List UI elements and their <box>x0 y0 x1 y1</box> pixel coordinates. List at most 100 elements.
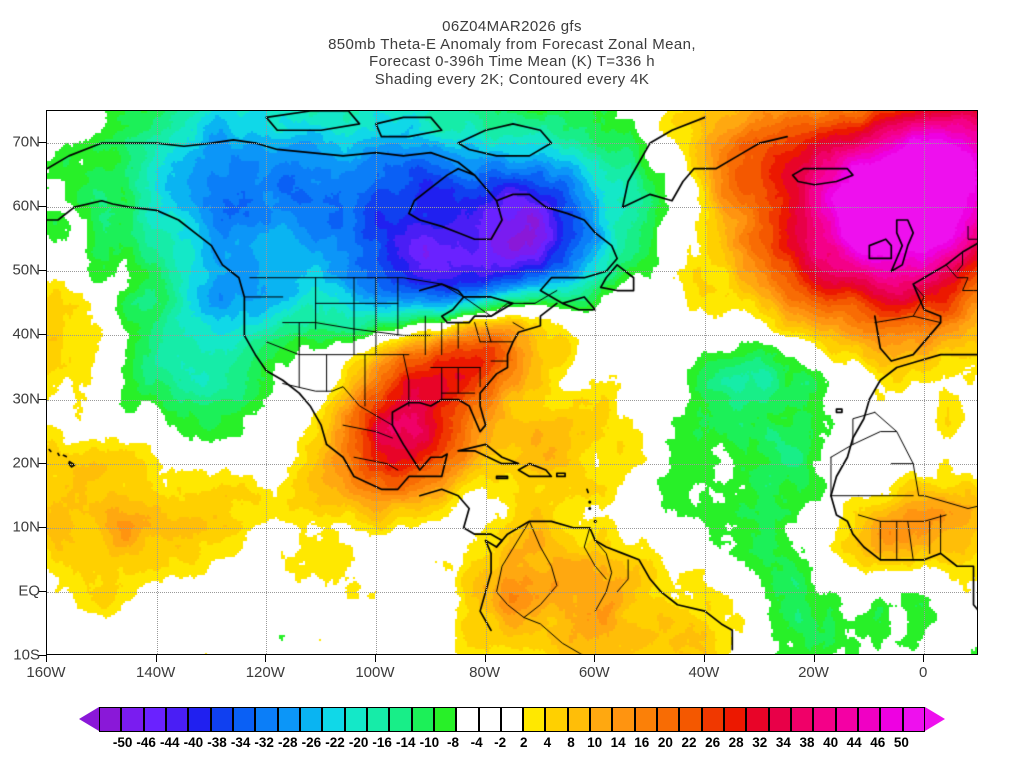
y-axis-label: 10N <box>12 518 40 536</box>
colorbar-swatch[interactable] <box>701 707 725 732</box>
anomaly-field-canvas <box>47 111 977 654</box>
colorbar-tick-label: -38 <box>207 735 227 750</box>
colorbar-swatch[interactable] <box>255 707 278 732</box>
y-axis-label: 10S <box>13 646 40 664</box>
colorbar-tick-label: -34 <box>230 735 251 750</box>
colorbar-swatch[interactable] <box>612 707 635 732</box>
colorbar-tick-label: 44 <box>846 735 862 750</box>
colorbar-swatch[interactable] <box>210 707 233 732</box>
x-axis-tick <box>813 655 815 662</box>
colorbar-swatch[interactable] <box>768 707 792 732</box>
colorbar-swatch[interactable] <box>590 707 613 732</box>
colorbar-tick-label: 32 <box>752 735 768 750</box>
colorbar-swatch[interactable] <box>634 707 658 732</box>
y-axis-label: EQ <box>18 582 40 600</box>
colorbar-tick-label: -8 <box>446 735 460 750</box>
x-axis-label: 140W <box>136 664 176 681</box>
colorbar-swatch[interactable] <box>344 707 367 732</box>
colorbar-swatch[interactable] <box>657 707 680 732</box>
colorbar-swatch[interactable] <box>902 707 925 732</box>
x-axis-label: 20W <box>798 664 829 681</box>
y-axis-tick <box>38 270 46 272</box>
colorbar-swatch[interactable] <box>567 707 591 732</box>
x-axis-label: 60W <box>578 664 610 681</box>
colorbar-tick-label: -28 <box>278 735 298 750</box>
x-axis-label: 100W <box>355 664 395 681</box>
colorbar-swatch[interactable] <box>858 707 881 732</box>
title-line-run: 06Z04MAR2026 gfs <box>442 18 582 35</box>
colorbar-swatch[interactable] <box>411 707 434 732</box>
title-line-field: 850mb Theta-E Anomaly from Forecast Zona… <box>328 35 696 53</box>
colorbar-tick-label: -4 <box>470 735 483 750</box>
colorbar-swatch[interactable] <box>880 707 903 732</box>
x-axis-label: 0 <box>919 664 928 681</box>
map-plot-area[interactable] <box>46 110 978 655</box>
colorbar-swatch[interactable] <box>322 707 345 732</box>
y-axis-tick <box>38 590 46 592</box>
x-axis-label: 80W <box>469 664 500 681</box>
y-axis-tick <box>38 655 46 656</box>
colorbar-swatch[interactable] <box>835 707 858 732</box>
colorbar-swatch[interactable] <box>545 707 568 732</box>
y-axis-tick <box>38 206 46 208</box>
colorbar-swatch[interactable] <box>389 707 412 732</box>
colorbar-swatch[interactable] <box>299 707 323 732</box>
colorbar-extend-low-arrow <box>79 707 99 731</box>
colorbar-swatch[interactable] <box>791 707 814 732</box>
colorbar-swatch[interactable] <box>500 707 524 732</box>
y-axis-tick <box>38 334 46 336</box>
x-axis-tick <box>46 655 47 662</box>
colorbar-tick-label: 46 <box>870 735 886 750</box>
colorbar-swatch[interactable] <box>277 707 300 732</box>
colorbar-swatch[interactable] <box>456 707 479 732</box>
x-axis-label: 120W <box>245 664 285 681</box>
colorbar-tick-label: -32 <box>254 735 274 750</box>
colorbar-swatch[interactable] <box>679 707 702 732</box>
colorbar-tick-label: -46 <box>136 735 156 750</box>
colorbar-tick-label: 16 <box>634 735 650 750</box>
colorbar-swatch[interactable] <box>813 707 836 732</box>
y-axis-label: 20N <box>12 454 40 472</box>
colorbar-swatch[interactable] <box>724 707 747 732</box>
x-axis-tick <box>923 655 925 662</box>
colorbar-swatch[interactable] <box>433 707 457 732</box>
colorbar-swatch[interactable] <box>121 707 144 732</box>
colorbar-swatch[interactable] <box>143 707 166 732</box>
colorbar-tick-label: 14 <box>610 735 626 750</box>
colorbar[interactable] <box>79 707 945 732</box>
colorbar-tick-label: -44 <box>160 735 180 750</box>
x-axis-tick <box>155 655 157 662</box>
colorbar-tick-label: -40 <box>183 735 204 750</box>
colorbar-tick-label: 50 <box>893 735 909 750</box>
x-axis-tick <box>484 655 486 662</box>
colorbar-swatch[interactable] <box>165 707 189 732</box>
colorbar-tick-label: 4 <box>543 735 552 750</box>
x-axis-tick <box>703 655 705 662</box>
colorbar-swatch[interactable] <box>188 707 211 732</box>
colorbar-tick-label: 20 <box>657 735 673 750</box>
colorbar-swatch[interactable] <box>478 707 501 732</box>
colorbar-swatch[interactable] <box>366 707 390 732</box>
colorbar-tick-label: -22 <box>325 735 345 750</box>
title-line-forecast: Forecast 0-396h Time Mean (K) T=336 h <box>369 53 655 70</box>
colorbar-tick-label: -10 <box>419 735 440 750</box>
colorbar-swatch[interactable] <box>746 707 769 732</box>
colorbar-swatch[interactable] <box>523 707 546 732</box>
colorbar-tick-label: 10 <box>587 735 603 750</box>
y-axis-label: 30N <box>12 390 40 408</box>
x-axis-tick <box>594 655 596 662</box>
colorbar-tick-label: 34 <box>775 735 791 750</box>
colorbar-tick-label: 8 <box>567 735 575 750</box>
x-axis-label: 160W <box>26 664 66 681</box>
colorbar-swatch[interactable] <box>232 707 256 732</box>
colorbar-extend-high-arrow <box>925 707 945 731</box>
chart-title-block: 06Z04MAR2026 gfs 850mb Theta-E Anomaly f… <box>0 18 1024 88</box>
colorbar-tick-label: 38 <box>799 735 815 750</box>
colorbar-tick-label: -50 <box>112 735 133 750</box>
colorbar-tick-label: 26 <box>705 735 721 750</box>
colorbar-tick-label: 40 <box>823 735 839 750</box>
colorbar-tick-label: 2 <box>520 735 528 750</box>
title-line-shading: Shading every 2K; Contoured every 4K <box>374 70 650 88</box>
colorbar-swatch[interactable] <box>99 707 122 732</box>
